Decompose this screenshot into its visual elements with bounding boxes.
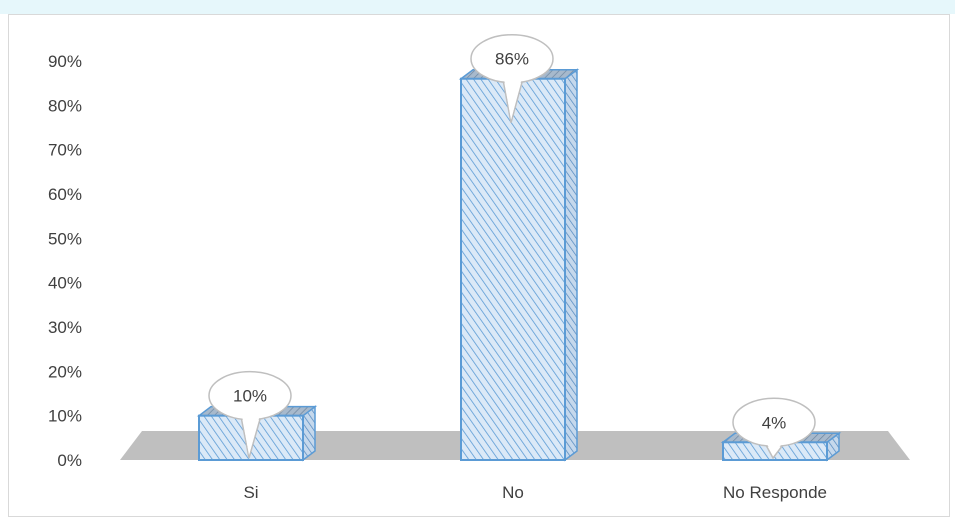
y-tick-label: 40%	[48, 274, 82, 293]
data-label-callout: 86%	[470, 33, 554, 123]
data-label-callout: 10%	[208, 370, 292, 459]
bar-front	[460, 77, 566, 461]
top-strip	[0, 0, 955, 14]
bar-side	[564, 68, 578, 462]
y-tick-label: 20%	[48, 362, 82, 381]
bar-no	[458, 68, 580, 462]
callout-seam	[504, 77, 522, 120]
y-tick-label: 50%	[48, 229, 82, 248]
y-tick-label: 30%	[48, 318, 82, 337]
y-tick-label: 90%	[48, 52, 82, 71]
x-category-label: No	[502, 483, 524, 502]
data-label: 10%	[233, 387, 267, 406]
y-tick-label: 70%	[48, 141, 82, 160]
x-category-label: No Responde	[723, 483, 827, 502]
x-axis-categories: Si No No Responde	[243, 483, 827, 502]
data-label: 4%	[762, 413, 787, 432]
bars	[196, 68, 842, 462]
data-label-callout: 4%	[732, 397, 816, 460]
y-axis-ticks: 0% 10% 20% 30% 40% 50% 60% 70% 80% 90%	[48, 52, 82, 470]
y-tick-label: 60%	[48, 185, 82, 204]
y-tick-label: 10%	[48, 407, 82, 426]
y-tick-label: 0%	[57, 451, 82, 470]
callout-seam	[242, 414, 260, 455]
data-label-callouts: 10% 86% 4%	[208, 33, 816, 460]
x-category-label: Si	[243, 483, 258, 502]
callout-seam	[766, 441, 784, 455]
y-tick-label: 80%	[48, 96, 82, 115]
data-label: 86%	[495, 50, 529, 69]
